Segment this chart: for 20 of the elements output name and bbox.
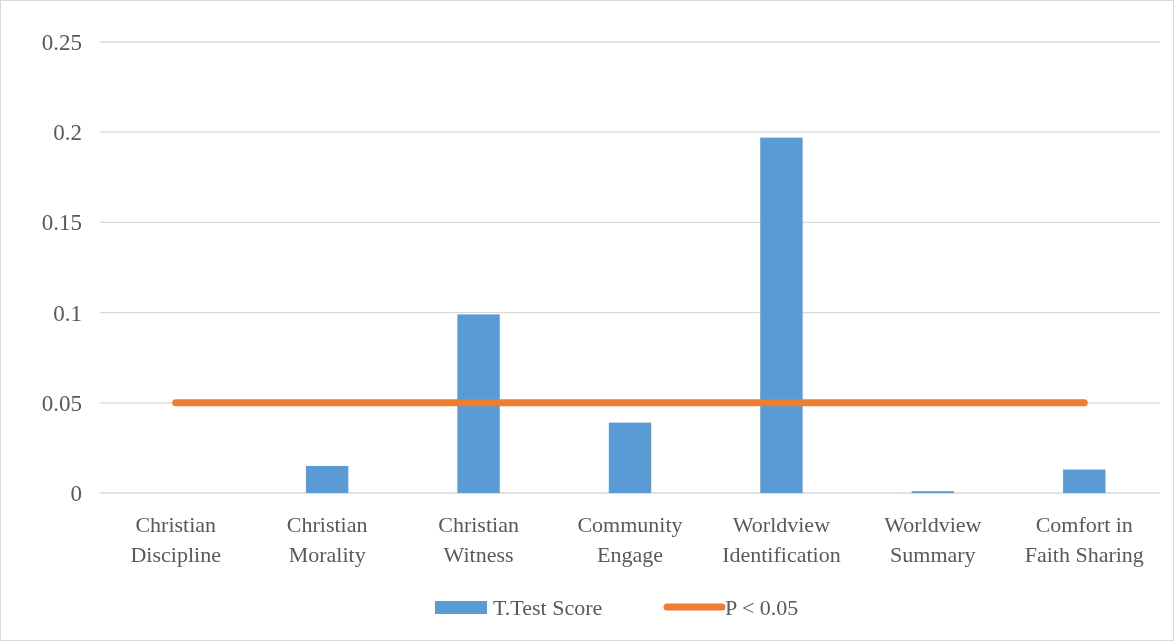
x-tick-label: Comfort in Faith Sharing (1024, 512, 1144, 567)
y-tick-label: 0.1 (53, 300, 82, 326)
x-tick-label: Christian Discipline (130, 512, 221, 567)
y-tick-label: 0.05 (41, 390, 82, 416)
y-tick-label: 0.25 (41, 30, 82, 56)
legend-label: T.Test Score (493, 594, 603, 620)
x-tick-label: Christian Morality (286, 512, 368, 567)
x-tick-label: Christian Witness (438, 512, 519, 567)
y-tick-label: 0.15 (41, 210, 82, 236)
x-tick-label: Community Engage (577, 512, 683, 567)
bar (1063, 469, 1106, 493)
y-tick-label: 0.2 (53, 120, 82, 146)
bar (457, 314, 500, 493)
legend-label: P < 0.05 (725, 594, 799, 620)
bar (305, 465, 349, 493)
y-tick-label: 0 (70, 481, 82, 507)
x-tick-label: Worldview Identification (722, 512, 841, 567)
bar (760, 137, 803, 493)
x-tick-label: Worldview Summary (884, 512, 982, 567)
bar (608, 422, 652, 493)
